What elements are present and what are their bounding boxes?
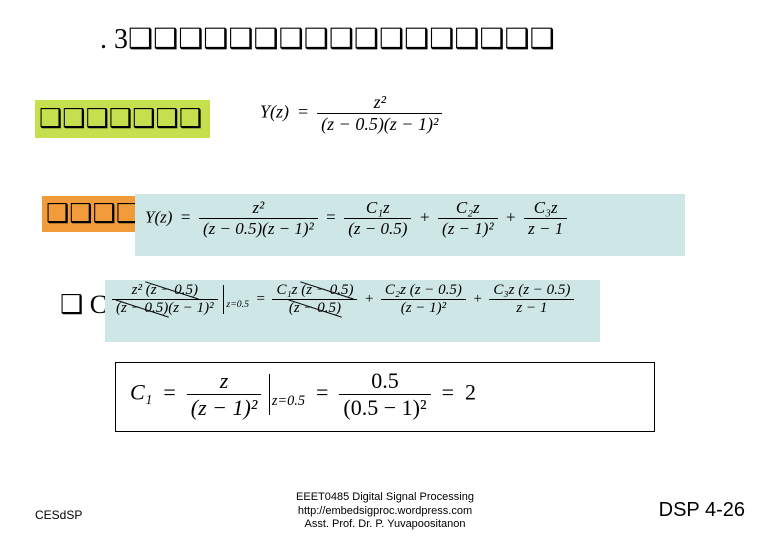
eq4-mden: (z − 1)² <box>187 394 262 421</box>
eq3-lnum-struck: (z − 0.5) <box>146 282 198 298</box>
eq4-result: 2 <box>465 380 476 405</box>
eq3-t1d: (z − 0.5) <box>272 299 357 317</box>
eq3-eval-bar <box>223 285 224 314</box>
eq1-num: z² <box>317 92 442 113</box>
eq4-lhs: C₁ <box>130 380 152 405</box>
eq3-t2n: C₂z (z − 0.5) <box>381 282 466 299</box>
eq4-frac-mid: z (z − 1)² <box>187 368 262 421</box>
eq2-frac-left: z² (z − 0.5)(z − 1)² <box>199 198 318 239</box>
eq3-lnum: z² (z − 0.5) <box>112 282 218 299</box>
eq2-lhs: Y(z) <box>145 207 172 226</box>
eq2-t1n: C₁z <box>344 198 411 218</box>
eq1-lhs: Y(z) <box>260 102 289 122</box>
eq3-lden: (z − 0.5)(z − 1)² <box>112 299 218 317</box>
eq2-den1: (z − 0.5)(z − 1)² <box>199 218 318 239</box>
eq2-t3n: C₃z <box>524 198 567 218</box>
eq4-rnum: 0.5 <box>339 368 430 394</box>
eq3-frac-left: z² (z − 0.5) (z − 0.5)(z − 1)² <box>112 282 218 317</box>
eq3-term1: C₁z (z − 0.5) (z − 0.5) <box>272 282 357 317</box>
eq3-t3d: z − 1 <box>489 299 574 317</box>
eq2-num1: z² <box>199 198 318 218</box>
footer-page-number: DSP 4-26 <box>659 499 745 522</box>
equation-c1-result: C₁ = z (z − 1)² z=0.5 = 0.5 (0.5 − 1)² =… <box>130 368 476 421</box>
eq2-t1d: (z − 0.5) <box>344 218 411 239</box>
eq3-term3: C₃z (z − 0.5) z − 1 <box>489 282 574 317</box>
eq2-t2n: C₂z <box>438 198 498 218</box>
eq1-frac: z² (z − 0.5)(z − 1)² <box>317 92 442 135</box>
eq4-mnum: z <box>187 368 262 394</box>
eq3-t1n: C₁z (z − 0.5) <box>272 282 357 299</box>
eq2-term2: C₂z (z − 1)² <box>438 198 498 239</box>
eq4-rden: (0.5 − 1)² <box>339 394 430 421</box>
eq3-lnum-z2: z² <box>132 282 142 298</box>
eq2-term3: C₃z z − 1 <box>524 198 567 239</box>
eq2-t2d: (z − 1)² <box>438 218 498 239</box>
footer-left: CESdSP <box>35 508 82 522</box>
eq4-frac-right: 0.5 (0.5 − 1)² <box>339 368 430 421</box>
eq3-t3n: C₃z (z − 0.5) <box>489 282 574 299</box>
equation-cover-up: z² (z − 0.5) (z − 0.5)(z − 1)² z=0.5 = C… <box>112 282 574 317</box>
eq3-t1n-struck: (z − 0.5) <box>301 282 353 298</box>
eq3-lden-struck: (z − 0.5) <box>116 300 168 316</box>
footer-center-l2: http://embedsigproc.wordpress.com <box>255 505 515 519</box>
eq4-meval: z=0.5 <box>272 393 305 409</box>
footer-center: EEET0485 Digital Signal Processing http:… <box>255 491 515 532</box>
eq2-t3d: z − 1 <box>524 218 567 239</box>
footer-center-l1: EEET0485 Digital Signal Processing <box>255 491 515 505</box>
eq1-den: (z − 0.5)(z − 1)² <box>317 113 442 135</box>
eq3-t1d-struck: (z − 0.5) <box>289 300 341 316</box>
eq3-eval: z=0.5 <box>226 299 249 310</box>
eq3-t2d: (z − 1)² <box>381 299 466 317</box>
slide-title: . 3❑❑❑❑❑❑❑❑❑❑❑❑❑❑❑❑❑ <box>100 22 555 56</box>
label-box-green: ❑❑❑❑❑❑❑ <box>35 100 210 138</box>
equation-partial-fractions: Y(z) = z² (z − 0.5)(z − 1)² = C₁z (z − 0… <box>145 198 567 239</box>
equation-y-of-z: Y(z) = z² (z − 0.5)(z − 1)² <box>260 92 442 135</box>
eq2-term1: C₁z (z − 0.5) <box>344 198 411 239</box>
eq3-term2: C₂z (z − 0.5) (z − 1)² <box>381 282 466 317</box>
eq4-eval-bar <box>269 374 270 416</box>
footer-center-l3: Asst. Prof. Dr. P. Yuvapoositanon <box>255 518 515 532</box>
